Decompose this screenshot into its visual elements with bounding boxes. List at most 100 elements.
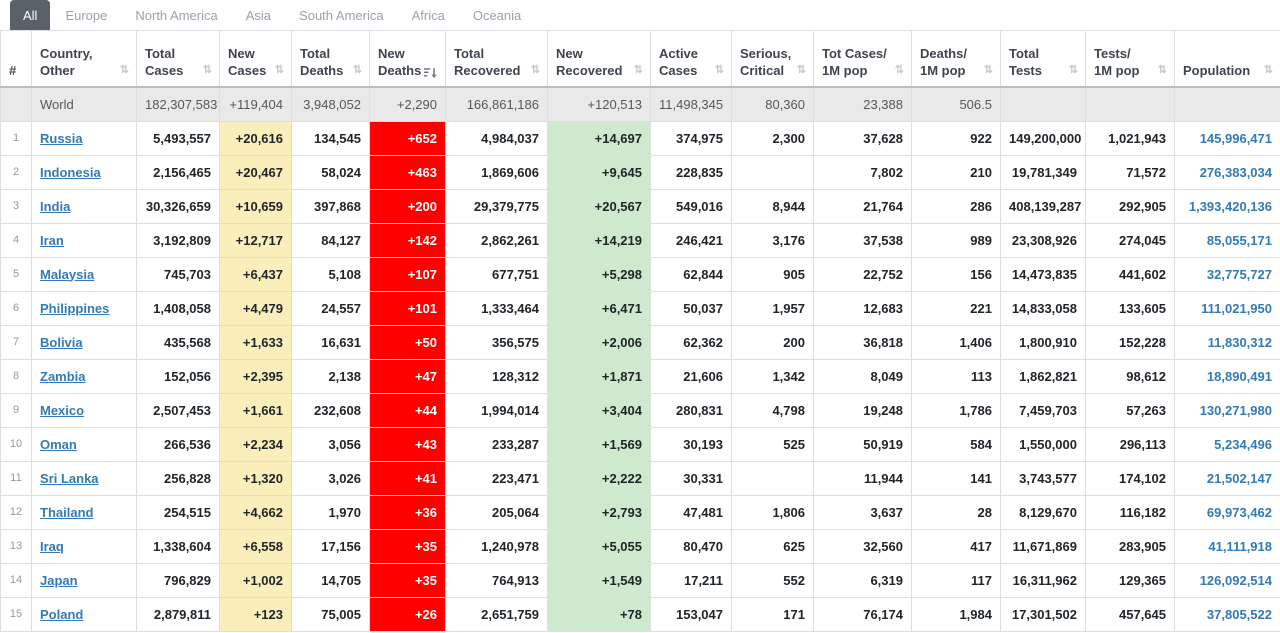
country-link[interactable]: Sri Lanka bbox=[40, 470, 99, 486]
column-header-new-cases[interactable]: New Cases ⇅ bbox=[219, 30, 292, 88]
cell-tests-per-1m: 174,102 bbox=[1085, 460, 1175, 496]
header-label-line2: Deaths bbox=[378, 62, 422, 78]
population-link[interactable]: 145,996,471 bbox=[1199, 130, 1272, 146]
cell-deaths-per-1m: 221 bbox=[911, 290, 1001, 326]
cell-serious-critical: 8,944 bbox=[731, 188, 814, 224]
cell-total-cases: 254,515 bbox=[136, 494, 220, 530]
country-link[interactable]: Oman bbox=[40, 436, 77, 452]
tab-asia[interactable]: Asia bbox=[233, 0, 284, 30]
cell-new-recovered: +9,645 bbox=[547, 154, 651, 190]
header-label-line2: Cases bbox=[659, 62, 698, 78]
cell-total-deaths: 1,970 bbox=[291, 494, 370, 530]
cell-country: Indonesia bbox=[31, 154, 137, 190]
population-link[interactable]: 5,234,496 bbox=[1214, 436, 1272, 452]
column-header-country[interactable]: Country, Other ⇅ bbox=[31, 30, 137, 88]
country-link[interactable]: Indonesia bbox=[40, 164, 101, 180]
header-label-line2: Cases bbox=[145, 62, 184, 78]
header-label-line1: Total bbox=[300, 45, 331, 61]
column-header-serious-critical[interactable]: Serious, Critical ⇅ bbox=[731, 30, 814, 88]
column-header-total-deaths[interactable]: Total Deaths ⇅ bbox=[291, 30, 370, 88]
population-link[interactable]: 32,775,727 bbox=[1206, 266, 1272, 282]
cell-tests-per-1m: 457,645 bbox=[1085, 596, 1175, 632]
cell-deaths-per-1m: 1,406 bbox=[911, 324, 1001, 360]
column-header-total-tests[interactable]: Total Tests ⇅ bbox=[1000, 30, 1086, 88]
cell-new-deaths: +43 bbox=[369, 426, 446, 462]
population-link[interactable]: 111,021,950 bbox=[1201, 300, 1272, 316]
column-header-rank: # bbox=[0, 30, 32, 88]
country-link[interactable]: India bbox=[40, 198, 71, 214]
column-header-new-deaths[interactable]: New Deaths bbox=[369, 30, 446, 88]
header-label-line1: Tot Cases/ bbox=[822, 45, 887, 61]
cell-total-deaths: 75,005 bbox=[291, 596, 370, 632]
cell-deaths-per-1m: 156 bbox=[911, 256, 1001, 292]
population-link[interactable]: 21,502,147 bbox=[1206, 470, 1272, 486]
column-header-active-cases[interactable]: Active Cases ⇅ bbox=[650, 30, 732, 88]
country-link[interactable]: Malaysia bbox=[40, 266, 95, 282]
cell-new-cases: +119,404 bbox=[219, 86, 292, 122]
cell-new-recovered: +1,549 bbox=[547, 562, 651, 598]
cell-active-cases: 153,047 bbox=[650, 596, 732, 632]
population-link[interactable]: 18,890,491 bbox=[1206, 368, 1272, 384]
population-link[interactable]: 11,830,312 bbox=[1207, 334, 1272, 350]
column-header-tests-per-1m[interactable]: Tests/1M pop ⇅ bbox=[1085, 30, 1175, 88]
tab-north-america[interactable]: North America bbox=[122, 0, 230, 30]
population-link[interactable]: 276,383,034 bbox=[1199, 164, 1272, 180]
tab-south-america[interactable]: South America bbox=[286, 0, 397, 30]
cell-total-tests: 8,129,670 bbox=[1000, 494, 1086, 530]
cell-cases-per-1m: 32,560 bbox=[813, 528, 912, 564]
population-link[interactable]: 37,805,522 bbox=[1206, 606, 1272, 622]
country-link[interactable]: Mexico bbox=[40, 402, 85, 418]
column-header-total-cases[interactable]: Total Cases ⇅ bbox=[136, 30, 220, 88]
population-link[interactable]: 41,111,918 bbox=[1208, 538, 1272, 554]
cell-population: 11,830,312 bbox=[1174, 324, 1280, 360]
cell-total-recovered: 223,471 bbox=[445, 460, 548, 496]
table-body: World 182,307,583 +119,404 3,948,052 +2,290 1… bbox=[0, 86, 1280, 632]
cell-total-deaths: 14,705 bbox=[291, 562, 370, 598]
tab-africa[interactable]: Africa bbox=[399, 0, 458, 30]
cell-serious-critical: 2,300 bbox=[731, 120, 814, 156]
cell-tests-per-1m: 274,045 bbox=[1085, 222, 1175, 258]
tab-all[interactable]: All bbox=[10, 0, 51, 30]
cell-total-recovered: 4,984,037 bbox=[445, 120, 548, 156]
cell-total-recovered: 1,869,606 bbox=[445, 154, 548, 190]
cell-rank: 14 bbox=[0, 562, 32, 598]
cell-new-cases: +1,661 bbox=[219, 392, 292, 428]
column-header-deaths-per-1m[interactable]: Deaths/1M pop ⇅ bbox=[911, 30, 1001, 88]
country-link[interactable]: Philippines bbox=[40, 300, 110, 316]
header-label-line1: Active bbox=[659, 45, 699, 61]
population-link[interactable]: 126,092,514 bbox=[1199, 572, 1272, 588]
cell-country: Oman bbox=[31, 426, 137, 462]
population-link[interactable]: 85,055,171 bbox=[1206, 232, 1272, 248]
cell-active-cases: 80,470 bbox=[650, 528, 732, 564]
cell-cases-per-1m: 3,637 bbox=[813, 494, 912, 530]
cell-rank: 2 bbox=[0, 154, 32, 190]
country-link[interactable]: Thailand bbox=[40, 504, 94, 520]
population-link[interactable]: 1,393,420,136 bbox=[1188, 198, 1272, 214]
country-link[interactable]: Zambia bbox=[40, 368, 86, 384]
country-link[interactable]: Russia bbox=[40, 130, 83, 146]
cell-new-deaths: +652 bbox=[369, 120, 446, 156]
tab-label: North America bbox=[135, 7, 218, 23]
cell-total-tests: 1,800,910 bbox=[1000, 324, 1086, 360]
country-link[interactable]: Japan bbox=[40, 572, 78, 588]
tab-europe[interactable]: Europe bbox=[52, 0, 120, 30]
tab-oceania[interactable]: Oceania bbox=[460, 0, 534, 30]
cell-tests-per-1m: 1,021,943 bbox=[1085, 120, 1175, 156]
population-link[interactable]: 130,271,980 bbox=[1199, 402, 1272, 418]
cell-deaths-per-1m: 1,984 bbox=[911, 596, 1001, 632]
column-header-cases-per-1m[interactable]: Tot Cases/1M pop ⇅ bbox=[813, 30, 912, 88]
country-link[interactable]: Poland bbox=[40, 606, 84, 622]
cell-cases-per-1m: 12,683 bbox=[813, 290, 912, 326]
column-header-new-recovered[interactable]: New Recovered ⇅ bbox=[547, 30, 651, 88]
country-link[interactable]: Iran bbox=[40, 232, 64, 248]
tab-label: South America bbox=[299, 7, 384, 23]
country-link[interactable]: Iraq bbox=[40, 538, 64, 554]
table-row: 12 Thailand 254,515 +4,662 1,970 +36 205,064 +2… bbox=[0, 494, 1280, 530]
cell-rank: 10 bbox=[0, 426, 32, 462]
column-header-total-recovered[interactable]: Total Recovered ⇅ bbox=[445, 30, 548, 88]
country-link[interactable]: Bolivia bbox=[40, 334, 83, 350]
column-header-population[interactable]: Population ⇅ bbox=[1174, 30, 1280, 88]
cell-total-cases: 182,307,583 bbox=[136, 86, 220, 122]
population-link[interactable]: 69,973,462 bbox=[1206, 504, 1272, 520]
cell-new-deaths: +101 bbox=[369, 290, 446, 326]
